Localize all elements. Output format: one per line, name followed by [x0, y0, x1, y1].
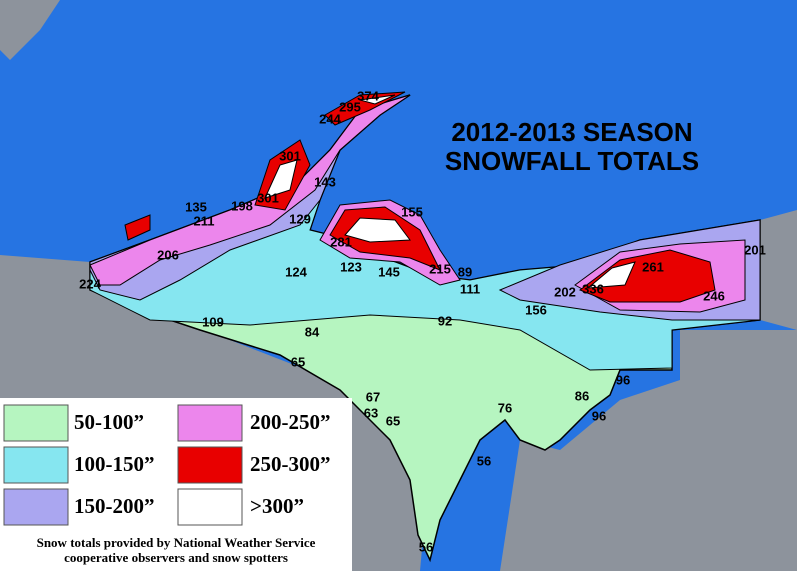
- station-value: 92: [438, 313, 452, 328]
- station-value: 143: [314, 174, 336, 189]
- legend-label: >300”: [250, 494, 304, 518]
- station-value: 145: [378, 264, 400, 279]
- legend-swatch: [3, 488, 69, 526]
- station-value: 129: [289, 211, 311, 226]
- credit: cooperative observers and snow spotters: [64, 550, 288, 565]
- station-value: 201: [744, 242, 766, 257]
- station-value: 246: [703, 288, 725, 303]
- station-value: 202: [554, 284, 576, 299]
- station-value: 211: [194, 213, 215, 228]
- station-value: 261: [642, 259, 664, 274]
- station-value: 123: [340, 259, 362, 274]
- zone-over-300: [359, 94, 396, 105]
- station-value: 63: [364, 405, 378, 420]
- station-value: 206: [157, 247, 179, 262]
- station-value: 124: [285, 264, 307, 279]
- legend-label: 200-250”: [250, 410, 331, 434]
- zone-over-300: [586, 261, 636, 289]
- legend-swatch: [3, 446, 69, 484]
- station-value: 301: [279, 148, 301, 163]
- legend-label: 50-100”: [74, 410, 144, 434]
- zone-over-300: [344, 217, 411, 243]
- station-value: 109: [202, 314, 224, 329]
- title: 2012-2013 SEASON: [451, 117, 692, 147]
- legend-swatch: [177, 404, 243, 442]
- station-value: 56: [477, 453, 491, 468]
- station-value: 65: [386, 413, 400, 428]
- station-value: 295: [339, 99, 361, 114]
- station-value: 111: [460, 281, 480, 296]
- station-value: 374: [357, 88, 379, 103]
- zone-over-300: [264, 159, 298, 199]
- legend-swatch: [177, 488, 243, 526]
- legend-swatch: [177, 446, 243, 484]
- station-value: 155: [401, 204, 423, 219]
- zone-250-300: [124, 214, 151, 241]
- station-value: 198: [231, 198, 253, 213]
- legend: 50-100” 100-150” 150-200” 200-250” 250-3…: [0, 398, 352, 571]
- station-value: 96: [592, 408, 606, 423]
- station-value: 281: [330, 234, 352, 249]
- land: [760, 210, 797, 330]
- legend-label: 150-200”: [74, 494, 155, 518]
- station-value: 67: [366, 389, 380, 404]
- land: [500, 330, 797, 571]
- zone-250-300: [578, 249, 716, 303]
- station-value: 65: [291, 354, 305, 369]
- station-value: 89: [458, 264, 472, 279]
- station-value: 301: [257, 190, 279, 205]
- legend-label: 250-300”: [250, 452, 331, 476]
- station-value: 156: [525, 302, 547, 317]
- station-value: 224: [79, 276, 101, 291]
- station-value: 336: [582, 281, 604, 296]
- station-value: 244: [319, 111, 341, 126]
- zone-250-300: [324, 91, 406, 126]
- title: SNOWFALL TOTALS: [445, 146, 699, 176]
- station-value: 84: [305, 324, 320, 339]
- land: [0, 0, 60, 60]
- station-value: 86: [575, 388, 589, 403]
- station-value: 135: [185, 199, 207, 214]
- stations: 374 295 244 301 301 143 135 198 211 129 …: [79, 88, 766, 554]
- legend-label: 100-150”: [74, 452, 155, 476]
- credit: Snow totals provided by National Weather…: [37, 535, 316, 550]
- legend-swatch: [3, 404, 69, 442]
- station-value: 215: [429, 261, 451, 276]
- station-value: 76: [498, 400, 512, 415]
- station-value: 56: [419, 539, 433, 554]
- station-value: 96: [616, 372, 630, 387]
